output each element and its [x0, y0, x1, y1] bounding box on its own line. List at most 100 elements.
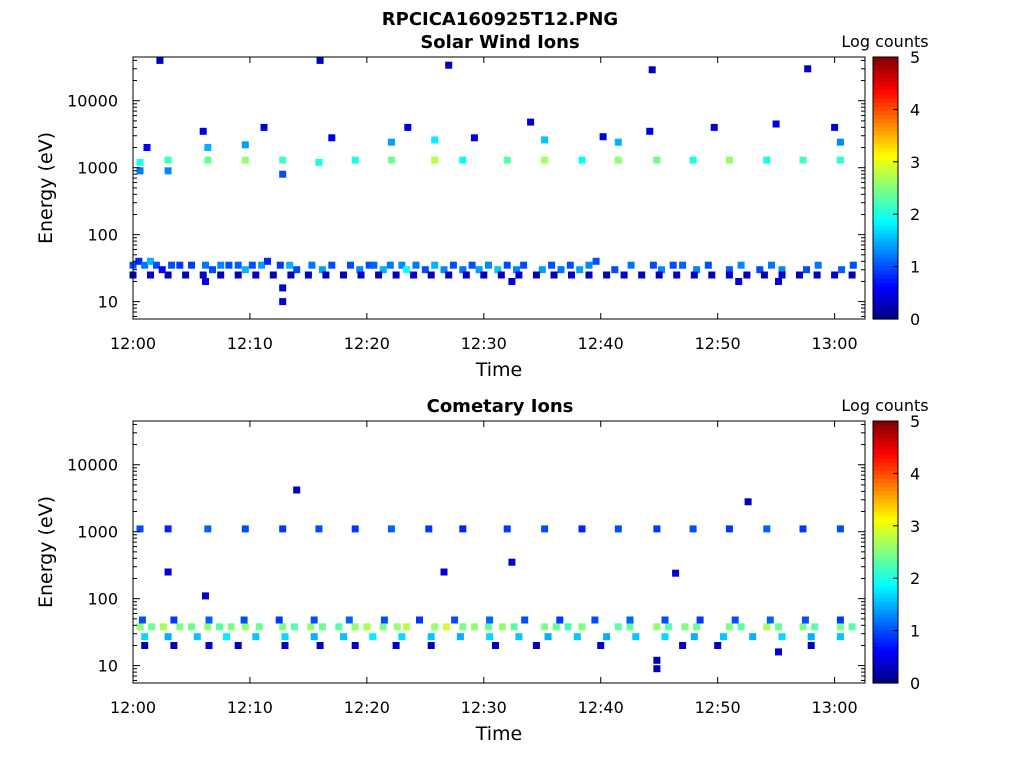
heatmap-cell — [281, 633, 289, 641]
heatmap-cell — [725, 271, 733, 279]
heatmap-cell — [316, 642, 324, 649]
panel-title: Solar Wind Ions — [420, 32, 579, 53]
colorbar-tick-label: 2 — [910, 569, 920, 588]
heatmap-cell — [690, 271, 698, 279]
heatmap-cell — [470, 623, 478, 631]
heatmap-cell — [568, 271, 575, 279]
colorbar-segment — [873, 629, 898, 635]
colorbar-segment — [873, 592, 898, 598]
colorbar-segment — [873, 110, 898, 115]
heatmap-cell — [653, 623, 661, 631]
heatmap-cell — [541, 525, 549, 533]
heatmap-cell — [520, 261, 528, 269]
heatmap-cell — [227, 623, 235, 631]
heatmap-cell — [766, 616, 774, 624]
y-tick-label: 1000 — [77, 159, 118, 178]
heatmap-cell — [369, 633, 377, 641]
heatmap-cell — [626, 623, 634, 631]
heatmap-cell — [351, 642, 359, 649]
heatmap-cell — [725, 156, 733, 164]
heatmap-cell — [202, 278, 209, 285]
colorbar-segment — [873, 290, 898, 296]
heatmap-cell — [241, 623, 249, 631]
heatmap-cell — [204, 623, 212, 631]
colorbar: 0 1 2 3 4 5 — [872, 48, 920, 329]
colorbar-segment — [873, 233, 898, 238]
heatmap-cell — [578, 156, 586, 164]
colorbar-segment — [873, 498, 898, 504]
colorbar-tick-label: 5 — [910, 48, 920, 67]
heatmap-cell — [831, 271, 839, 279]
colorbar-tick-label: 2 — [910, 205, 920, 224]
colorbar-segment — [873, 662, 898, 668]
heatmap-cell — [848, 623, 856, 631]
x-tick-label: 12:50 — [695, 334, 741, 353]
heatmap-cell — [658, 266, 665, 274]
heatmap-cell — [188, 261, 195, 269]
heatmap-cell — [778, 266, 786, 274]
heatmap-cell — [276, 261, 284, 269]
colorbar-segment — [873, 57, 898, 62]
colorbar-segment — [873, 171, 898, 177]
heatmap-cell — [387, 138, 395, 146]
colorbar-segment — [873, 310, 898, 316]
x-tick-label: 13:00 — [812, 334, 858, 353]
heatmap-cell — [459, 525, 467, 533]
y-tick-label: 10 — [98, 293, 118, 312]
colorbar-segment — [873, 519, 898, 524]
heatmap-cell — [485, 261, 492, 269]
colorbar-segment — [873, 237, 898, 242]
x-axis-ticks: 12:00 12:10 12:20 12:30 12:40 12:50 13:00 — [110, 57, 858, 353]
heatmap-cell — [515, 633, 523, 641]
heatmap-cell — [486, 633, 494, 641]
y-tick-label: 10000 — [67, 92, 118, 111]
heatmap-cell — [614, 138, 622, 146]
colorbar-segment — [873, 568, 898, 574]
y-tick-label: 1000 — [77, 523, 118, 542]
colorbar-segment — [873, 298, 898, 304]
heatmap-cell — [279, 525, 287, 533]
heatmap-cell — [375, 271, 383, 279]
heatmap-cell — [204, 144, 212, 151]
heatmap-cell — [431, 136, 439, 144]
heatmap-cell — [801, 616, 809, 624]
heatmap-cell — [690, 633, 698, 641]
y-tick-label: 100 — [87, 590, 118, 609]
colorbar-segment — [873, 461, 898, 467]
plot-area — [132, 56, 866, 320]
colorbar-segment — [873, 506, 898, 512]
heatmap-cell — [340, 633, 347, 641]
heatmap-cell — [515, 271, 523, 279]
heatmap-cell — [763, 156, 771, 164]
heatmap-cell — [848, 271, 856, 279]
heatmap-cell — [672, 569, 680, 577]
colorbar-segment — [873, 151, 898, 156]
heatmap-cell — [241, 156, 249, 164]
heatmap-cell — [836, 525, 844, 533]
colorbar-segment — [873, 564, 898, 569]
colorbar-segment — [873, 474, 898, 479]
heatmap-cell — [661, 616, 669, 624]
heatmap-cell — [205, 642, 213, 649]
colorbar-segment — [873, 547, 898, 553]
heatmap-cell — [170, 616, 178, 624]
heatmap-cell — [412, 261, 420, 269]
heatmap-cell — [347, 261, 354, 269]
colorbar-segment — [873, 666, 898, 672]
heatmap-cell — [653, 156, 661, 164]
colorbar-segment — [873, 670, 898, 676]
colorbar-segment — [873, 114, 898, 119]
heatmap-cell — [849, 261, 857, 269]
colorbar-segment — [873, 556, 898, 561]
heatmap-cell — [799, 156, 807, 164]
x-tick-label: 12:10 — [227, 698, 273, 717]
colorbar-segment — [873, 535, 898, 541]
colorbar-segment — [873, 155, 898, 160]
x-tick-label: 12:40 — [578, 698, 624, 717]
heatmap-cell — [275, 616, 283, 624]
heatmap-cell — [379, 623, 387, 631]
colorbar-segment — [873, 253, 898, 259]
heatmap-cell — [205, 616, 213, 624]
colorbar-segment — [873, 167, 898, 173]
heatmap-cell — [836, 623, 844, 631]
